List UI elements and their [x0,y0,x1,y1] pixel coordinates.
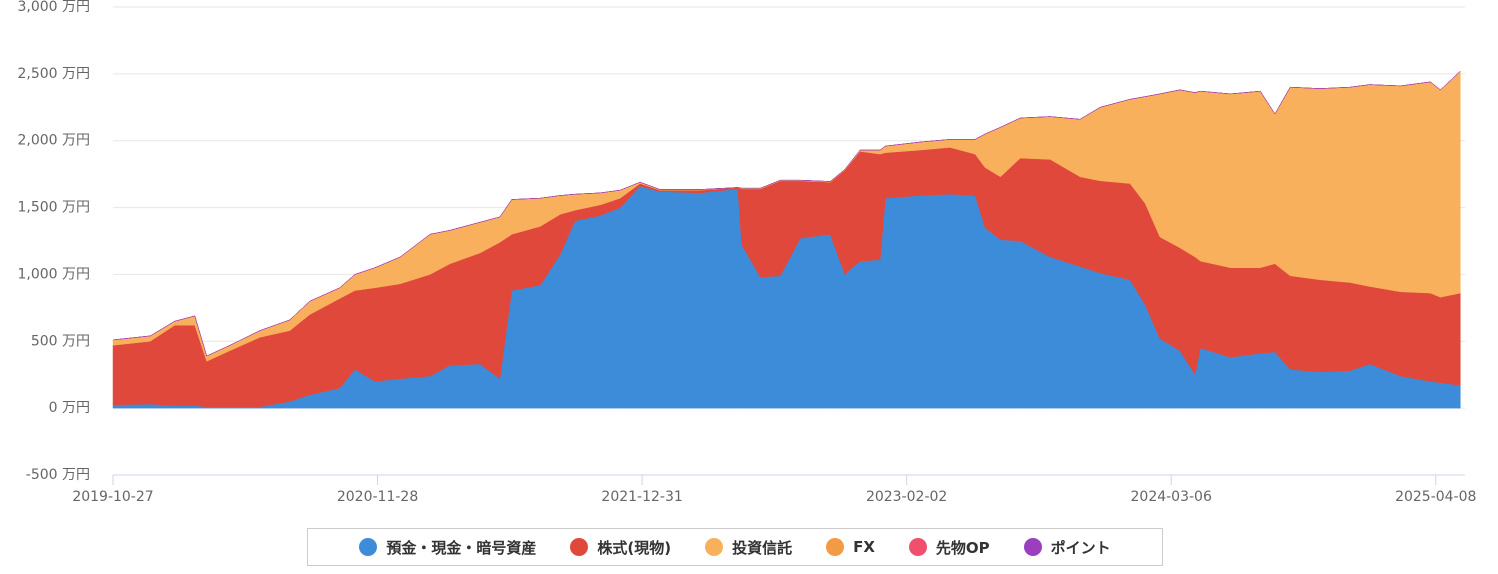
legend-label: 先物OP [935,538,990,557]
y-tick-label: 2,000 万円 [17,133,90,149]
legend-swatch [908,538,927,556]
legend-swatch [570,538,589,556]
y-tick-label: 0 万円 [49,400,90,416]
legend-label: FX [853,538,875,556]
legend-item[interactable]: 投資信託 [705,537,792,558]
y-tick-label: -500 万円 [26,467,90,483]
y-tick-label: 1,000 万円 [17,266,90,282]
x-tick-label: 2019-10-27 [72,489,153,505]
legend-swatch [1023,538,1042,556]
legend: 預金・現金・暗号資産 株式(現物) 投資信託 FX 先物OP ポイント [307,528,1163,566]
legend-swatch [705,538,724,556]
y-tick-label: 3,000 万円 [17,0,90,15]
legend-label: 預金・現金・暗号資産 [386,538,537,557]
x-tick-label: 2023-02-02 [866,489,947,505]
chart: -500 万円 0 万円 500 万円 1,000 万円 1,500 万円 2,000 万… [17,0,1476,505]
legend-item[interactable]: ポイント [1023,537,1111,558]
x-tick-label: 2020-11-28 [337,489,418,505]
area [112,71,1461,357]
x-tick-label: 2025-04-08 [1395,489,1476,505]
legend-label: 株式(現物) [597,538,672,557]
y-tick-label: 1,500 万円 [17,200,90,216]
legend-item[interactable]: FX [826,538,875,556]
legend-item[interactable]: 株式(現物) [570,537,671,558]
y-tick-label: 500 万円 [31,333,90,349]
legend-swatch [359,538,378,556]
legend-item[interactable]: 先物OP [908,537,990,558]
legend-label: 投資信託 [732,538,793,557]
legend-label: ポイント [1050,538,1111,557]
y-tick-label: 2,500 万円 [17,66,90,82]
x-tick-label: 2021-12-31 [601,489,682,505]
legend-item[interactable]: 預金・現金・暗号資産 [359,537,536,558]
x-tick-label: 2024-03-06 [1131,489,1212,505]
legend-swatch [826,538,845,556]
